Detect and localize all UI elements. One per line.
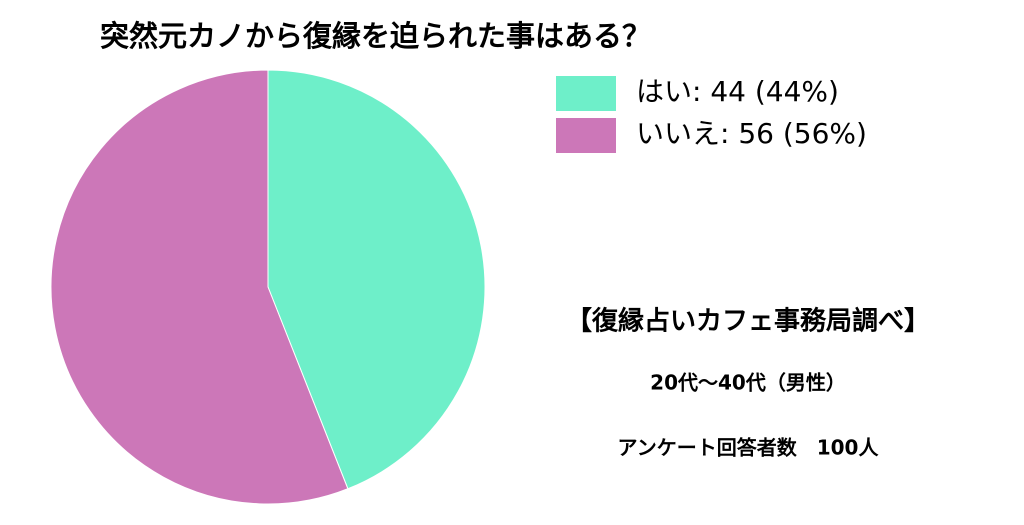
legend-label: いいえ: 56 (56%): [636, 117, 867, 150]
pie-slice: [267, 69, 486, 490]
legend-swatch: [556, 118, 616, 153]
annotation: 20代〜40代（男性）: [650, 371, 846, 395]
annotation: 【復縁占いカフェ事務局調べ】: [566, 306, 930, 337]
legend-label: はい: 44 (44%): [636, 75, 839, 108]
chart-title: 突然元カノから復縁を迫られた事はある？: [100, 19, 651, 53]
legend-swatch: [556, 76, 616, 111]
annotation: アンケート回答者数 100人: [618, 436, 880, 460]
pie-slice: [50, 69, 349, 505]
